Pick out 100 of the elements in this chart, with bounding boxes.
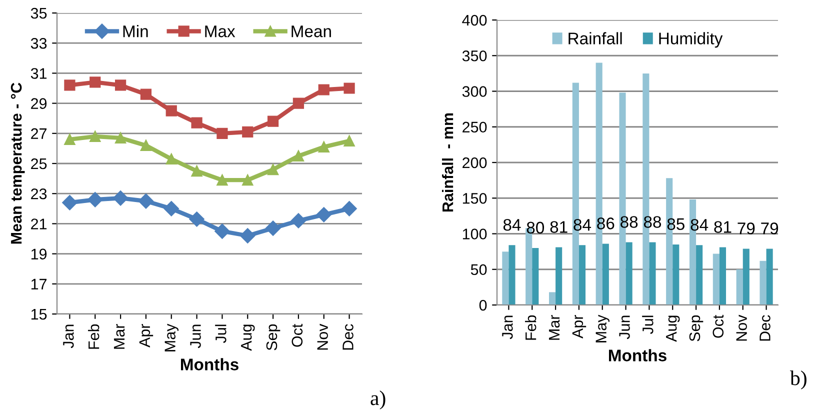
x-tick-label: May bbox=[596, 314, 610, 342]
y-tick-label: 25 bbox=[31, 158, 47, 170]
x-tick-label: Apr bbox=[139, 324, 154, 348]
x-tick-label: May bbox=[164, 324, 178, 352]
x-tick-label: Jul bbox=[642, 316, 654, 334]
y-tick-label: 21 bbox=[31, 218, 47, 230]
x-tick-label: Apr bbox=[572, 314, 586, 338]
point bbox=[292, 98, 304, 109]
bar bbox=[712, 254, 720, 305]
x-tick-label: Dec bbox=[760, 315, 770, 341]
y-tick-label: 15 bbox=[31, 309, 47, 320]
bar bbox=[719, 247, 726, 305]
bar bbox=[548, 292, 556, 305]
legend-label: Max bbox=[205, 26, 236, 38]
point bbox=[267, 164, 279, 176]
bar bbox=[502, 252, 509, 305]
point bbox=[214, 224, 230, 239]
point bbox=[191, 165, 202, 177]
data-label: 84 bbox=[690, 218, 708, 231]
point bbox=[138, 194, 154, 209]
y-tick-label: 23 bbox=[31, 188, 47, 200]
x-tick-label: Jan bbox=[502, 316, 513, 340]
data-label: 86 bbox=[597, 218, 614, 230]
data-label: 88 bbox=[644, 216, 662, 228]
point bbox=[318, 141, 330, 152]
bar bbox=[578, 245, 586, 305]
legend-label: Min bbox=[123, 24, 148, 38]
x-tick-label: Feb bbox=[525, 315, 536, 340]
point bbox=[140, 140, 152, 151]
x-tick-label: Nov bbox=[317, 324, 328, 350]
data-label: 81 bbox=[714, 221, 732, 233]
point bbox=[344, 82, 355, 94]
bar bbox=[696, 245, 703, 305]
y-tick-label: 27 bbox=[31, 128, 47, 139]
y-tick-label: 100 bbox=[462, 228, 487, 240]
x-tick-label: Feb bbox=[88, 324, 100, 349]
y-tick-label: 150 bbox=[462, 192, 487, 204]
y-tick-label: 33 bbox=[30, 38, 47, 49]
data-label: 79 bbox=[761, 222, 778, 234]
point bbox=[216, 128, 228, 139]
point bbox=[342, 201, 357, 216]
point bbox=[164, 201, 179, 216]
bar bbox=[760, 260, 766, 305]
bar bbox=[556, 247, 562, 305]
data-label: 80 bbox=[526, 222, 544, 234]
legend-label: Rainfall bbox=[568, 32, 622, 44]
data-label: 79 bbox=[738, 222, 755, 234]
bar bbox=[766, 248, 773, 305]
point bbox=[242, 126, 254, 138]
text: b) bbox=[790, 370, 806, 390]
x-axis-title: Months bbox=[608, 349, 666, 362]
point bbox=[90, 130, 101, 142]
point bbox=[292, 150, 304, 162]
y-axis-title: Mean temperature - °C bbox=[10, 82, 25, 244]
point bbox=[318, 84, 330, 96]
x-tick-label: Mar bbox=[548, 314, 560, 340]
bar bbox=[742, 248, 750, 305]
x-tick-label: Oct bbox=[712, 314, 724, 338]
bar bbox=[626, 242, 632, 305]
point bbox=[62, 195, 78, 210]
bar bbox=[602, 244, 609, 305]
x-tick-label: Jun bbox=[190, 324, 201, 348]
point bbox=[64, 80, 76, 91]
y-tick-label: 250 bbox=[462, 122, 487, 133]
y-tick-label: 50 bbox=[470, 264, 487, 276]
point bbox=[166, 153, 177, 165]
data-label: 84 bbox=[503, 218, 521, 231]
y-tick-label: 19 bbox=[31, 248, 47, 260]
x-tick-label: Sep bbox=[266, 324, 280, 350]
point bbox=[88, 192, 103, 208]
point bbox=[189, 212, 204, 227]
point bbox=[90, 76, 101, 88]
data-label: 81 bbox=[550, 221, 568, 233]
y-tick-label: 17 bbox=[31, 278, 47, 290]
point bbox=[140, 88, 152, 100]
point bbox=[290, 213, 306, 228]
x-tick-label: Jan bbox=[63, 324, 74, 348]
y-tick-label: 35 bbox=[30, 8, 47, 19]
y-tick-label: 29 bbox=[31, 98, 47, 109]
point bbox=[240, 228, 256, 244]
point bbox=[114, 132, 126, 144]
y-axis-title: Rainfall - mm bbox=[442, 113, 454, 212]
data-label: 88 bbox=[620, 216, 638, 228]
point bbox=[316, 207, 332, 222]
x-tick-label: Sep bbox=[689, 315, 704, 342]
point bbox=[64, 134, 76, 145]
x-tick-label: Mar bbox=[114, 324, 125, 349]
point bbox=[112, 190, 128, 206]
x-tick-label: Nov bbox=[736, 314, 747, 341]
y-tick-label: 31 bbox=[30, 68, 47, 79]
point bbox=[267, 116, 279, 127]
bar bbox=[532, 248, 539, 305]
bar bbox=[672, 244, 680, 305]
x-axis-title: Months bbox=[180, 358, 238, 370]
point bbox=[216, 174, 228, 186]
data-label: 84 bbox=[574, 218, 592, 231]
y-tick-label: 0 bbox=[479, 300, 487, 311]
point bbox=[242, 174, 254, 186]
y-tick-label: 200 bbox=[462, 157, 487, 168]
text: a) bbox=[370, 390, 386, 410]
